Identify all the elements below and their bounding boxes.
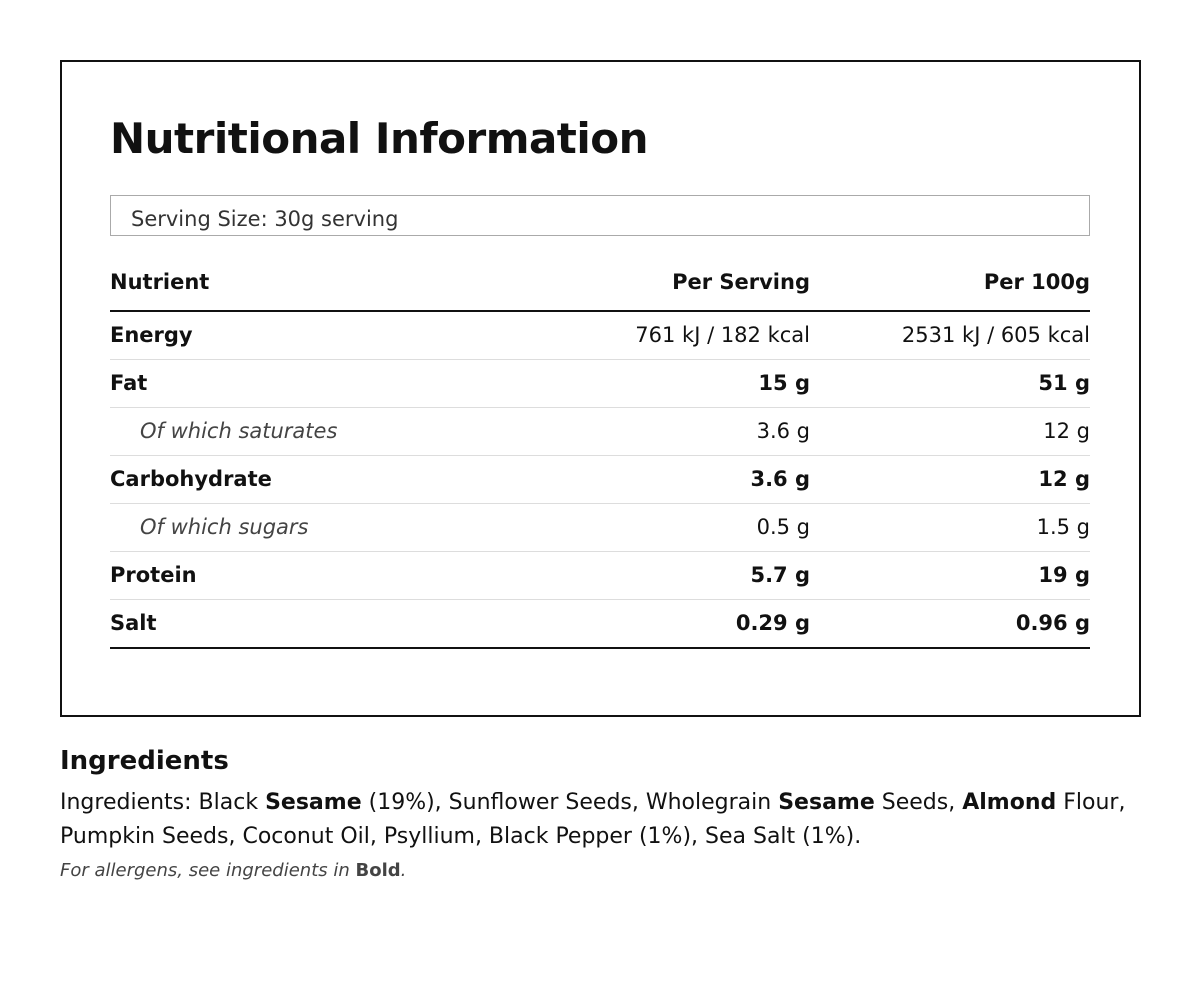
table-cell: 12 g bbox=[1038, 467, 1090, 491]
header-cell: Per Serving bbox=[672, 270, 810, 294]
text-segment: Ingredients: Black bbox=[60, 790, 266, 815]
text-segment: Almond bbox=[962, 790, 1057, 815]
table-cell: 2531 kJ / 605 kcal bbox=[901, 323, 1090, 347]
nutrition-panel: Nutritional Information Serving Size: 30… bbox=[60, 60, 1141, 717]
nutrition-table: Nutrient Per Serving Per 100g Energy 761 kJ … bbox=[110, 252, 1090, 649]
table-cell: 0.96 g bbox=[1015, 611, 1090, 635]
allergen-note: For allergens, see ingredients in Bold. bbox=[60, 860, 406, 881]
text-segment: Seeds, bbox=[874, 790, 963, 815]
text-segment: Sesame bbox=[265, 790, 362, 815]
text-segment: . bbox=[400, 860, 407, 881]
text-segment: (19%), Sunflower Seeds, Wholegrain bbox=[361, 790, 779, 815]
header-cell: Per 100g bbox=[983, 270, 1090, 294]
table-row: Of which saturates 3.6 g 12 g bbox=[110, 408, 1090, 456]
serving-size: Serving Size: 30g serving bbox=[110, 195, 1090, 236]
table-cell: Protein bbox=[110, 563, 197, 587]
table-cell: 3.6 g bbox=[756, 419, 810, 443]
text-segment: Flour, Pumpkin Seeds, Coconut Oil, Psyll… bbox=[60, 790, 1126, 849]
table-cell: 15 g bbox=[758, 371, 810, 395]
table-cell: 0.29 g bbox=[735, 611, 810, 635]
ingredients-text: Ingredients: Black Sesame (19%), Sunflow… bbox=[60, 786, 1130, 854]
table-cell: Carbohydrate bbox=[110, 467, 272, 491]
ingredients-heading: Ingredients bbox=[60, 746, 229, 776]
table-row: Salt 0.29 g 0.96 g bbox=[110, 600, 1090, 649]
table-row: Protein 5.7 g 19 g bbox=[110, 552, 1090, 600]
table-cell: 761 kJ / 182 kcal bbox=[635, 323, 810, 347]
table-row: Of which sugars 0.5 g 1.5 g bbox=[110, 504, 1090, 552]
table-cell: Fat bbox=[110, 371, 148, 395]
text-segment: Sesame bbox=[778, 790, 875, 815]
table-cell: 51 g bbox=[1038, 371, 1090, 395]
table-row: Energy 761 kJ / 182 kcal 2531 kJ / 605 kca… bbox=[110, 312, 1090, 360]
table-row: Fat 15 g 51 g bbox=[110, 360, 1090, 408]
table-cell: 12 g bbox=[1043, 419, 1090, 443]
table-cell: Energy bbox=[110, 323, 193, 347]
table-cell: 19 g bbox=[1038, 563, 1090, 587]
table-cell: 1.5 g bbox=[1036, 515, 1090, 539]
table-cell: 5.7 g bbox=[750, 563, 810, 587]
table-cell: Of which saturates bbox=[140, 419, 338, 443]
header-row: Nutrient Per Serving Per 100g bbox=[110, 252, 1090, 312]
table-row: Carbohydrate 3.6 g 12 g bbox=[110, 456, 1090, 504]
text-segment: Bold bbox=[355, 860, 401, 881]
table-cell: Salt bbox=[110, 611, 157, 635]
header-cell: Nutrient bbox=[110, 270, 210, 294]
table-cell: Of which sugars bbox=[140, 515, 309, 539]
table-cell: 0.5 g bbox=[756, 515, 810, 539]
title: Nutritional Information bbox=[110, 114, 649, 163]
text-segment: For allergens, see ingredients in bbox=[60, 860, 356, 881]
table-cell: 3.6 g bbox=[750, 467, 810, 491]
